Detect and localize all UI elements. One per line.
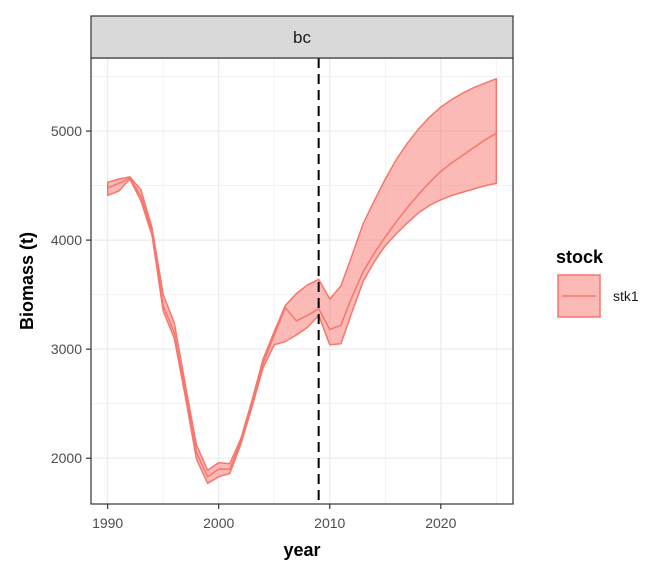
y-tick-label: 2000 (51, 450, 82, 466)
facet-strip-background (90, 15, 514, 59)
y-tick-label: 5000 (51, 123, 82, 139)
x-tick-label: 1990 (92, 515, 123, 531)
plot-panel (90, 57, 514, 505)
legend-label-stk1: stk1 (613, 288, 639, 304)
y-tick-label: 3000 (51, 341, 82, 357)
x-tick-label: 2010 (314, 515, 345, 531)
x-tick-label: 2000 (203, 515, 234, 531)
x-axis: 1990 2000 2010 2020 (92, 504, 457, 531)
facet-strip: bc (90, 15, 514, 59)
x-axis-title: year (283, 540, 320, 560)
series-layer (106, 77, 498, 485)
ribbon-stk1 (106, 77, 498, 485)
median-line-stk1 (107, 132, 497, 478)
legend: stock stk1 (556, 247, 639, 318)
y-axis: 2000 3000 4000 5000 (51, 123, 91, 466)
y-axis-title: Biomass (t) (17, 232, 37, 330)
legend-title: stock (556, 247, 604, 267)
facet-strip-label: bc (293, 28, 311, 47)
y-tick-label: 4000 (51, 232, 82, 248)
major-gridlines (91, 58, 513, 504)
x-tick-label: 2020 (425, 515, 456, 531)
